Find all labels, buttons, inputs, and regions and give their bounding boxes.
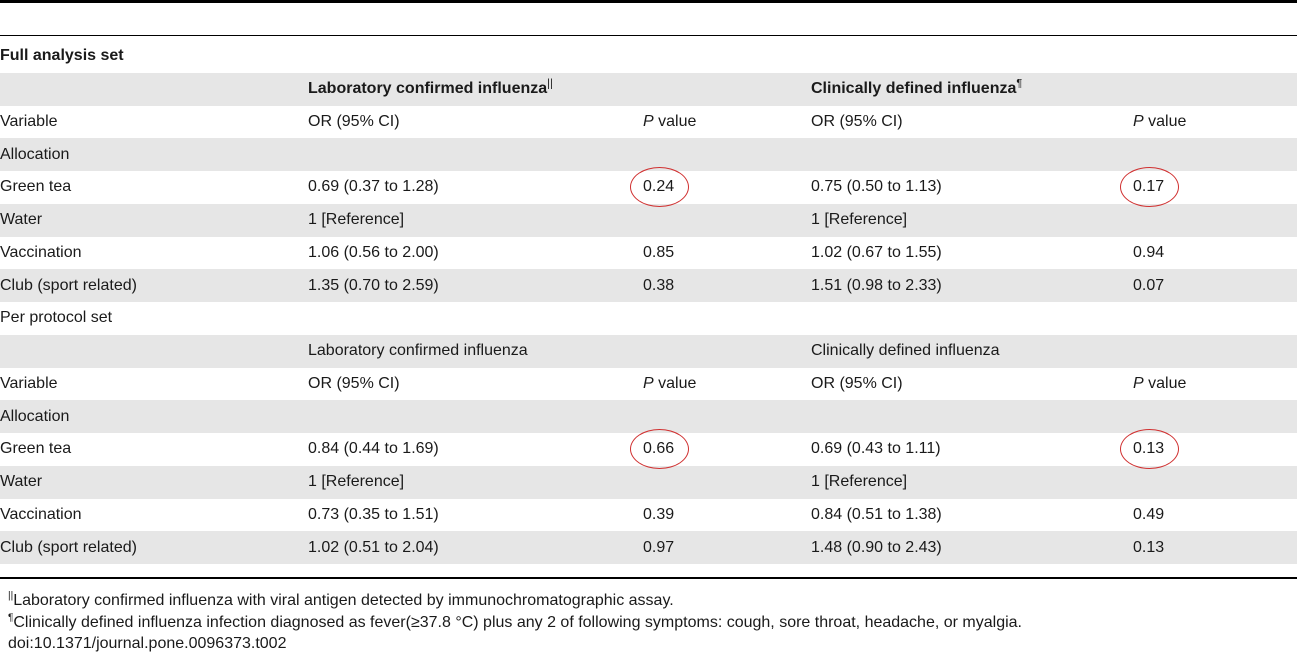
clin-or: 0.84 (0.51 to 1.38) [811, 505, 942, 523]
section-title-full: Full analysis set [0, 47, 124, 65]
row-label: Water [0, 203, 308, 237]
lab-p: 0.39 [643, 505, 675, 523]
lab-or: 1.06 (0.56 to 2.00) [308, 243, 439, 261]
group-header-lab: Laboratory confirmed influenza|| [308, 72, 811, 106]
lab-p: 0.66 [629, 429, 811, 470]
highlight-circle: 0.24 [629, 167, 690, 208]
lab-or: 1 [Reference] [308, 465, 643, 499]
col-variable: Variable [0, 374, 58, 392]
column-header-row: Variable OR (95% CI) P value OR (95% CI)… [0, 368, 1297, 401]
top-rule [0, 0, 1297, 3]
lab-p [643, 203, 811, 237]
lab-or: 0.73 (0.35 to 1.51) [308, 505, 439, 523]
clin-p: 0.49 [1133, 505, 1165, 523]
footnote-lab: ||Laboratory confirmed influenza with vi… [8, 590, 674, 609]
lab-p: 0.38 [643, 269, 811, 302]
lab-p: 0.85 [643, 243, 675, 261]
clin-or: 1.02 (0.67 to 1.55) [811, 243, 942, 261]
row-label: Green tea [0, 440, 72, 458]
clin-p: 0.94 [1133, 243, 1165, 261]
highlight-circle: 0.17 [1119, 167, 1180, 208]
group-header-clin: Clinically defined influenza [811, 334, 1297, 368]
row-label: Vaccination [0, 243, 82, 261]
group-header-row: Laboratory confirmed influenza Clinicall… [0, 334, 1297, 368]
clin-or: 1.51 (0.98 to 2.33) [811, 269, 1133, 302]
col-or-lab: OR (95% CI) [308, 374, 400, 392]
row-label: Club (sport related) [0, 531, 308, 564]
bottom-rule [0, 577, 1297, 579]
highlight-circle: 0.66 [629, 429, 690, 470]
footnotes: ||Laboratory confirmed influenza with vi… [8, 590, 1288, 655]
col-p-clin: P value [1133, 112, 1187, 130]
footnote-doi: doi:10.1371/journal.pone.0096373.t002 [8, 635, 287, 652]
col-or-clin: OR (95% CI) [811, 112, 903, 130]
lab-or: 1.35 (0.70 to 2.59) [308, 269, 643, 302]
lab-p [643, 465, 811, 499]
column-header-row: Variable OR (95% CI) P value OR (95% CI)… [0, 106, 1297, 139]
allocation-label: Allocation [0, 138, 1297, 171]
row-label: Club (sport related) [0, 269, 308, 302]
clin-p [1133, 203, 1297, 237]
table-row: Club (sport related) 1.35 (0.70 to 2.59)… [0, 269, 1297, 302]
section-title-row: Full analysis set [0, 40, 1297, 73]
section-title-row: Per protocol set [0, 302, 1297, 335]
highlight-circle: 0.13 [1119, 429, 1180, 470]
table-row: Vaccination 0.73 (0.35 to 1.51) 0.39 0.8… [0, 499, 1297, 532]
col-p-lab: P value [643, 112, 697, 130]
results-table: Full analysis set Laboratory confirmed i… [0, 40, 1297, 564]
row-label: Vaccination [0, 505, 82, 523]
clin-p: 0.13 [1133, 531, 1297, 564]
lab-or: 0.69 (0.37 to 1.28) [308, 178, 439, 196]
allocation-label: Allocation [0, 400, 1297, 433]
table-row: Water 1 [Reference] 1 [Reference] [0, 465, 1297, 499]
col-p-lab: P value [643, 374, 697, 392]
lab-p: 0.24 [629, 167, 811, 208]
group-header-clin: Clinically defined influenza¶ [811, 72, 1297, 106]
section-rule [0, 35, 1297, 36]
clin-p [1133, 465, 1297, 499]
allocation-row: Allocation [0, 400, 1297, 433]
clin-or: 1 [Reference] [811, 465, 1133, 499]
row-label: Green tea [0, 178, 72, 196]
table-row: Green tea 0.84 (0.44 to 1.69) 0.66 0.69 … [0, 429, 1297, 470]
lab-or: 0.84 (0.44 to 1.69) [308, 440, 439, 458]
table-row: Water 1 [Reference] 1 [Reference] [0, 203, 1297, 237]
group-header-lab: Laboratory confirmed influenza [308, 334, 811, 368]
allocation-row: Allocation [0, 138, 1297, 171]
group-header-row: Laboratory confirmed influenza|| Clinica… [0, 72, 1297, 106]
lab-p: 0.97 [643, 531, 811, 564]
clin-or: 1 [Reference] [811, 203, 1133, 237]
lab-or: 1 [Reference] [308, 203, 643, 237]
col-p-clin: P value [1133, 374, 1187, 392]
table-row: Green tea 0.69 (0.37 to 1.28) 0.24 0.75 … [0, 167, 1297, 208]
lab-or: 1.02 (0.51 to 2.04) [308, 531, 643, 564]
section-title-pp: Per protocol set [0, 309, 113, 327]
table-row: Vaccination 1.06 (0.56 to 2.00) 0.85 1.0… [0, 237, 1297, 270]
clin-p: 0.13 [1119, 429, 1297, 470]
row-label: Water [0, 465, 308, 499]
table-row: Club (sport related) 1.02 (0.51 to 2.04)… [0, 531, 1297, 564]
clin-p: 0.07 [1133, 269, 1297, 302]
col-variable: Variable [0, 112, 58, 130]
footnote-clin: ¶Clinically defined influenza infection … [8, 612, 1022, 631]
col-or-clin: OR (95% CI) [811, 374, 903, 392]
clin-p: 0.17 [1119, 167, 1297, 208]
clin-or: 0.75 (0.50 to 1.13) [811, 178, 942, 196]
clin-or: 0.69 (0.43 to 1.11) [811, 440, 941, 458]
clin-or: 1.48 (0.90 to 2.43) [811, 531, 1133, 564]
col-or-lab: OR (95% CI) [308, 112, 400, 130]
